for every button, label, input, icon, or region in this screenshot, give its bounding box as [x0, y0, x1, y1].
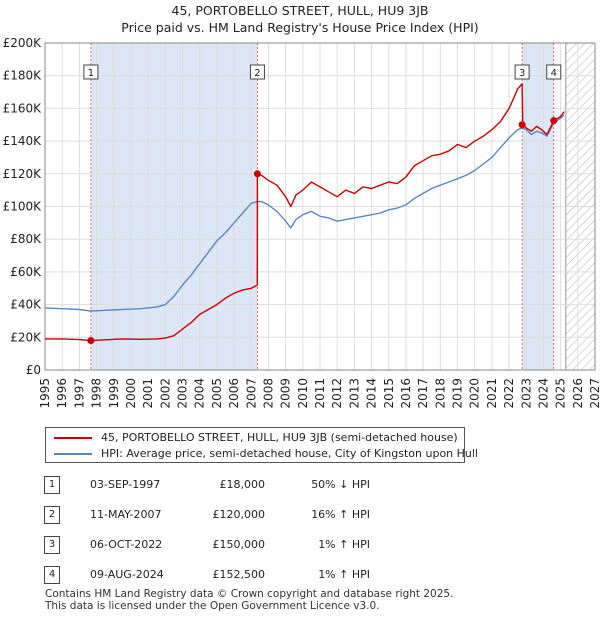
x-tick-label: 2019 [451, 378, 465, 409]
sale-point [550, 117, 558, 125]
sale-date: 06-OCT-2022 [90, 538, 163, 551]
sale-marker-box [83, 64, 99, 80]
legend-hpi-label: HPI: Average price, semi-detached house,… [101, 447, 478, 460]
sale-marker-box [514, 64, 530, 80]
x-tick-label: 2026 [571, 378, 585, 409]
x-tick-label: 2015 [382, 378, 396, 409]
y-tick-label: £60K [10, 265, 42, 279]
x-tick-label: 2003 [176, 378, 190, 409]
y-tick-label: £120K [3, 167, 43, 181]
sale-row: 4 09-AUG-2024 £152,500 1% ↑ HPI [0, 566, 600, 586]
sale-marker-box [546, 64, 562, 80]
x-tick-label: 2021 [485, 378, 499, 409]
x-tick-label: 2023 [519, 378, 533, 409]
y-tick-label: £180K [3, 69, 43, 83]
x-tick-label: 2009 [279, 378, 293, 409]
legend-property-swatch [54, 437, 92, 439]
x-tick-label: 2007 [244, 378, 258, 409]
sale-row: 3 06-OCT-2022 £150,000 1% ↑ HPI [0, 536, 600, 556]
x-tick-label: 2027 [588, 378, 600, 409]
x-tick-label: 1998 [90, 378, 104, 409]
y-tick-label: £80K [10, 232, 42, 246]
sale-row: 2 11-MAY-2007 £120,000 16% ↑ HPI [0, 506, 600, 526]
footer: Contains HM Land Registry data © Crown c… [45, 588, 453, 612]
sale-number-badge: 2 [44, 506, 60, 524]
sale-date: 09-AUG-2024 [90, 568, 164, 581]
sale-price: £152,500 [212, 568, 266, 581]
price-chart: £0 £20K £40K £60K £80K £100K £120K £140K £160K £1… [3, 36, 600, 409]
sale-row: 1 03-SEP-1997 £18,000 50% ↓ HPI [0, 476, 600, 496]
chart-title: 45, PORTOBELLO STREET, HULL, HU9 3JB Pri… [0, 2, 600, 36]
x-tick-label: 1995 [38, 378, 52, 409]
x-tick-label: 2020 [468, 378, 482, 409]
plot-frame [44, 42, 596, 371]
x-tick-label: 2006 [227, 378, 241, 409]
footer-licence: This data is licensed under the Open Gov… [45, 600, 380, 612]
legend-item-hpi: HPI: Average price, semi-detached house,… [54, 446, 478, 462]
x-tick-label: 2017 [416, 378, 430, 409]
x-tick-label: 2010 [296, 378, 310, 409]
x-tick-label: 2018 [433, 378, 447, 409]
sale-hpi-change: 1% ↑ HPI [318, 568, 370, 581]
sale-hpi-change: 1% ↑ HPI [318, 538, 370, 551]
footer-copyright: Contains HM Land Registry data © Crown c… [45, 588, 454, 600]
title-line-1: 45, PORTOBELLO STREET, HULL, HU9 3JB [171, 3, 429, 18]
y-tick-label: £200K [3, 36, 43, 50]
sale-date: 03-SEP-1997 [90, 478, 161, 491]
sale-number-badge: 1 [44, 476, 60, 494]
sale-hpi-change: 50% ↓ HPI [311, 478, 370, 491]
hpi-line [44, 114, 565, 312]
sale-marker-label: 3 [519, 68, 525, 79]
x-tick-label: 1999 [107, 378, 121, 409]
x-tick-label: 2001 [141, 378, 155, 409]
x-tick-label: 2025 [554, 378, 568, 409]
y-tick-label: £140K [3, 134, 43, 148]
x-tick-label: 1997 [72, 378, 86, 409]
y-tick-label: £160K [3, 101, 43, 115]
sale-point [518, 121, 526, 129]
sale-price: £120,000 [212, 508, 266, 521]
sale-number-badge: 4 [44, 566, 60, 584]
x-tick-label: 2008 [261, 378, 275, 409]
x-tick-label: 2000 [124, 378, 138, 409]
y-tick-label: £40K [10, 298, 42, 312]
sale-price: £18,000 [219, 478, 266, 491]
x-tick-label: 2002 [158, 378, 172, 409]
y-tick-label: £100K [3, 200, 43, 214]
sale-number-badge: 3 [44, 536, 60, 554]
sale-point [253, 170, 261, 178]
x-tick-label: 2013 [347, 378, 361, 409]
property-price-line [45, 83, 565, 342]
sale-marker-box [249, 64, 265, 80]
x-tick-label: 2011 [313, 378, 327, 409]
x-tick-label: 2004 [193, 378, 207, 409]
sale-marker-label: 2 [254, 68, 260, 79]
legend-item-property: 45, PORTOBELLO STREET, HULL, HU9 3JB (se… [54, 430, 458, 446]
x-tick-label: 1996 [55, 378, 69, 409]
sale-date: 11-MAY-2007 [90, 508, 162, 521]
y-tick-label: £20K [10, 330, 42, 344]
sale-price: £150,000 [212, 538, 266, 551]
x-tick-label: 2012 [330, 378, 344, 409]
legend-hpi-swatch [54, 453, 92, 455]
y-tick-label: £0 [26, 363, 41, 377]
title-line-2: Price paid vs. HM Land Registry's House … [121, 20, 479, 35]
sale-point [87, 337, 95, 345]
legend: 45, PORTOBELLO STREET, HULL, HU9 3JB (se… [45, 427, 478, 463]
legend-property-label: 45, PORTOBELLO STREET, HULL, HU9 3JB (se… [101, 431, 458, 444]
sale-marker-label: 4 [551, 68, 557, 79]
x-tick-label: 2014 [365, 378, 379, 409]
x-tick-label: 2005 [210, 378, 224, 409]
x-tick-label: 2024 [536, 378, 550, 409]
sale-marker-label: 1 [88, 68, 94, 79]
x-tick-label: 2016 [399, 378, 413, 409]
x-tick-label: 2022 [502, 378, 516, 409]
sale-hpi-change: 16% ↑ HPI [311, 508, 370, 521]
